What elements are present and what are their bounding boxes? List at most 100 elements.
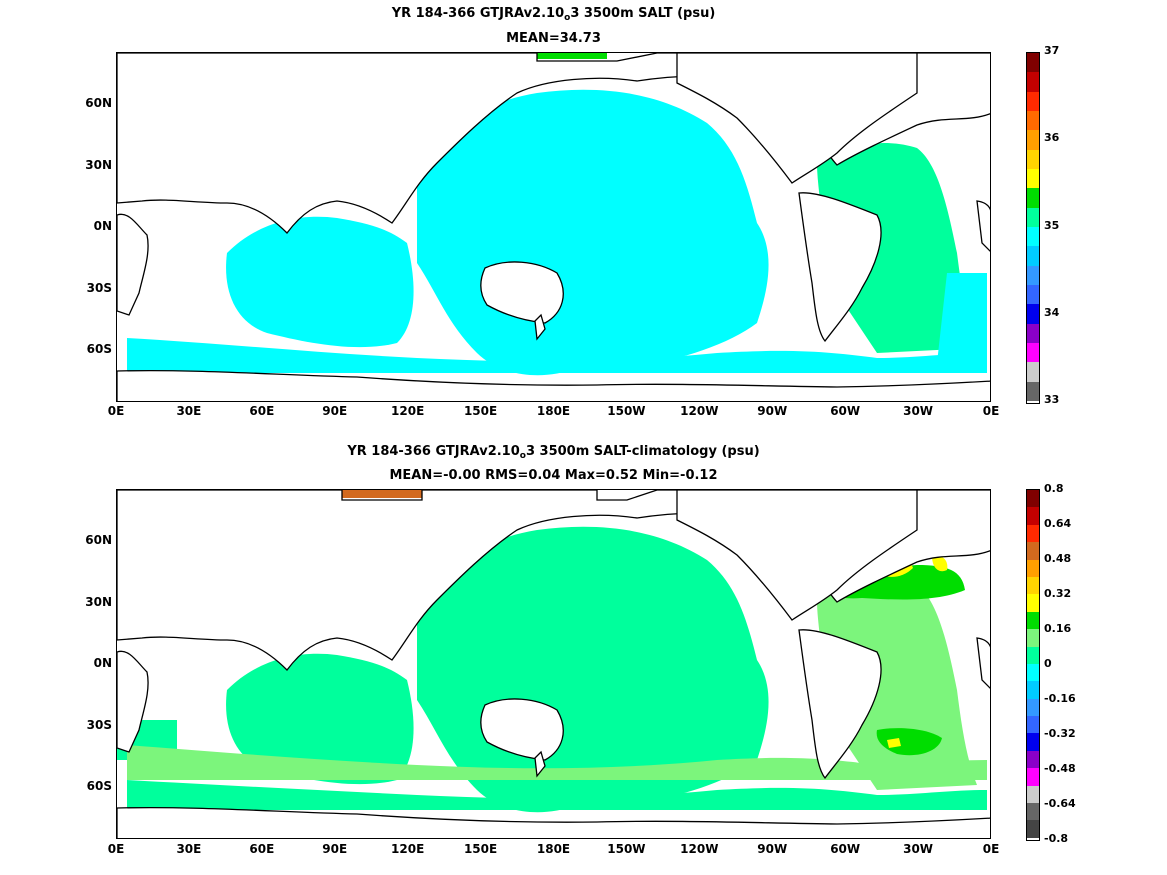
bottom-colorbar-label: 0.8 bbox=[1044, 482, 1064, 495]
top-lat-label: 60S bbox=[86, 342, 112, 356]
colorbar-swatch bbox=[1027, 716, 1039, 734]
top-lat-label: 60N bbox=[85, 96, 112, 110]
lon-label: 60E bbox=[249, 842, 275, 856]
colorbar-swatch bbox=[1027, 72, 1039, 92]
colorbar-swatch bbox=[1027, 698, 1039, 717]
colorbar-swatch bbox=[1027, 507, 1039, 525]
lon-label: 90E bbox=[322, 842, 348, 856]
top-map-title: YR 184-366 GTJRAv2.10o3 3500m SALT (psu) bbox=[391, 6, 716, 23]
colorbar-swatch bbox=[1027, 362, 1039, 382]
bottom-colorbar-label: 0 bbox=[1044, 657, 1052, 670]
lon-label: 60E bbox=[249, 404, 275, 418]
colorbar-swatch bbox=[1027, 785, 1039, 804]
lon-label: 0E bbox=[982, 842, 1000, 856]
lon-label: 30E bbox=[176, 404, 202, 418]
colorbar-swatch bbox=[1027, 681, 1039, 699]
bottom-lat-label: 60N bbox=[85, 533, 112, 547]
top-lat-label: 30S bbox=[86, 281, 112, 295]
top-map-subtitle: MEAN=34.73 bbox=[506, 31, 601, 46]
bottom-lat-label: 60S bbox=[86, 779, 112, 793]
bottom-map-title: YR 184-366 GTJRAv2.10o3 3500m SALT-clima… bbox=[347, 444, 760, 461]
colorbar-swatch bbox=[1027, 524, 1039, 543]
colorbar-swatch bbox=[1027, 490, 1039, 508]
lon-label: 0E bbox=[982, 404, 1000, 418]
bottom-colorbar-label: -0.48 bbox=[1044, 762, 1076, 775]
bottom-map-canvas bbox=[117, 490, 990, 838]
lon-label: 180E bbox=[536, 842, 571, 856]
colorbar-swatch bbox=[1027, 381, 1039, 401]
colorbar-swatch bbox=[1027, 188, 1039, 208]
lon-label: 60W bbox=[830, 404, 861, 418]
colorbar-swatch bbox=[1027, 594, 1039, 612]
bottom-lat-label: 0N bbox=[93, 656, 112, 670]
lon-label: 120E bbox=[391, 842, 425, 856]
colorbar-swatch bbox=[1027, 559, 1039, 577]
bottom-colorbar-label: -0.32 bbox=[1044, 727, 1076, 740]
bottom-lat-label: 30S bbox=[86, 718, 112, 732]
bottom-colorbar bbox=[1026, 489, 1040, 841]
colorbar-swatch bbox=[1027, 768, 1039, 786]
colorbar-swatch bbox=[1027, 663, 1039, 682]
top-map-frame bbox=[116, 52, 991, 402]
top-lat-label: 30N bbox=[85, 158, 112, 172]
colorbar-swatch bbox=[1027, 284, 1039, 305]
lon-label: 30E bbox=[176, 842, 202, 856]
colorbar-swatch bbox=[1027, 207, 1039, 227]
colorbar-swatch bbox=[1027, 576, 1039, 595]
lon-label: 90E bbox=[322, 404, 348, 418]
lon-label: 150E bbox=[463, 842, 498, 856]
colorbar-swatch bbox=[1027, 542, 1039, 560]
colorbar-swatch bbox=[1027, 265, 1039, 285]
colorbar-swatch bbox=[1027, 246, 1039, 266]
bottom-ocean-fill bbox=[117, 490, 987, 813]
colorbar-swatch bbox=[1027, 750, 1039, 769]
lon-label: 60W bbox=[830, 842, 861, 856]
lon-label: 30W bbox=[903, 404, 934, 418]
lon-label: 120E bbox=[391, 404, 425, 418]
bottom-map-frame bbox=[116, 489, 991, 839]
top-map-canvas bbox=[117, 53, 990, 401]
top-colorbar-label: 37 bbox=[1044, 44, 1060, 57]
lon-label: 120W bbox=[680, 404, 719, 418]
lon-label: 0E bbox=[107, 404, 125, 418]
lon-label: 180E bbox=[536, 404, 571, 418]
colorbar-swatch bbox=[1027, 149, 1039, 169]
colorbar-swatch bbox=[1027, 323, 1039, 343]
colorbar-swatch bbox=[1027, 130, 1039, 150]
bottom-lat-label: 30N bbox=[85, 595, 112, 609]
bottom-map-subtitle: MEAN=-0.00 RMS=0.04 Max=0.52 Min=-0.12 bbox=[389, 468, 718, 483]
colorbar-swatch bbox=[1027, 168, 1039, 189]
lon-label: 90W bbox=[757, 404, 788, 418]
bottom-colorbar-label: 0.48 bbox=[1044, 552, 1072, 565]
top-continents bbox=[117, 53, 990, 401]
lon-label: 120W bbox=[680, 842, 719, 856]
lon-label: 90W bbox=[757, 842, 788, 856]
colorbar-swatch bbox=[1027, 91, 1039, 111]
lon-label: 150W bbox=[607, 404, 646, 418]
colorbar-swatch bbox=[1027, 611, 1039, 630]
colorbar-swatch bbox=[1027, 304, 1039, 324]
colorbar-swatch bbox=[1027, 803, 1039, 821]
colorbar-swatch bbox=[1027, 110, 1039, 131]
top-lat-label: 0N bbox=[93, 219, 112, 233]
colorbar-swatch bbox=[1027, 646, 1039, 664]
bottom-colorbar-label: 0.16 bbox=[1044, 622, 1072, 635]
colorbar-swatch bbox=[1027, 629, 1039, 647]
bottom-colorbar-label: 0.64 bbox=[1044, 517, 1072, 530]
colorbar-swatch bbox=[1027, 53, 1039, 73]
colorbar-swatch bbox=[1027, 820, 1039, 838]
bottom-colorbar-label: -0.16 bbox=[1044, 692, 1076, 705]
lon-label: 0E bbox=[107, 842, 125, 856]
top-colorbar-label: 35 bbox=[1044, 219, 1060, 232]
bottom-colorbar-label: 0.32 bbox=[1044, 587, 1072, 600]
bottom-colorbar-label: -0.64 bbox=[1044, 797, 1076, 810]
top-colorbar bbox=[1026, 52, 1040, 404]
bottom-continents bbox=[117, 490, 990, 838]
colorbar-swatch bbox=[1027, 733, 1039, 751]
colorbar-swatch bbox=[1027, 342, 1039, 363]
colorbar-swatch bbox=[1027, 226, 1039, 247]
lon-label: 150W bbox=[607, 842, 646, 856]
bottom-colorbar-label: -0.8 bbox=[1044, 832, 1069, 845]
lon-label: 30W bbox=[903, 842, 934, 856]
lon-label: 150E bbox=[463, 404, 498, 418]
